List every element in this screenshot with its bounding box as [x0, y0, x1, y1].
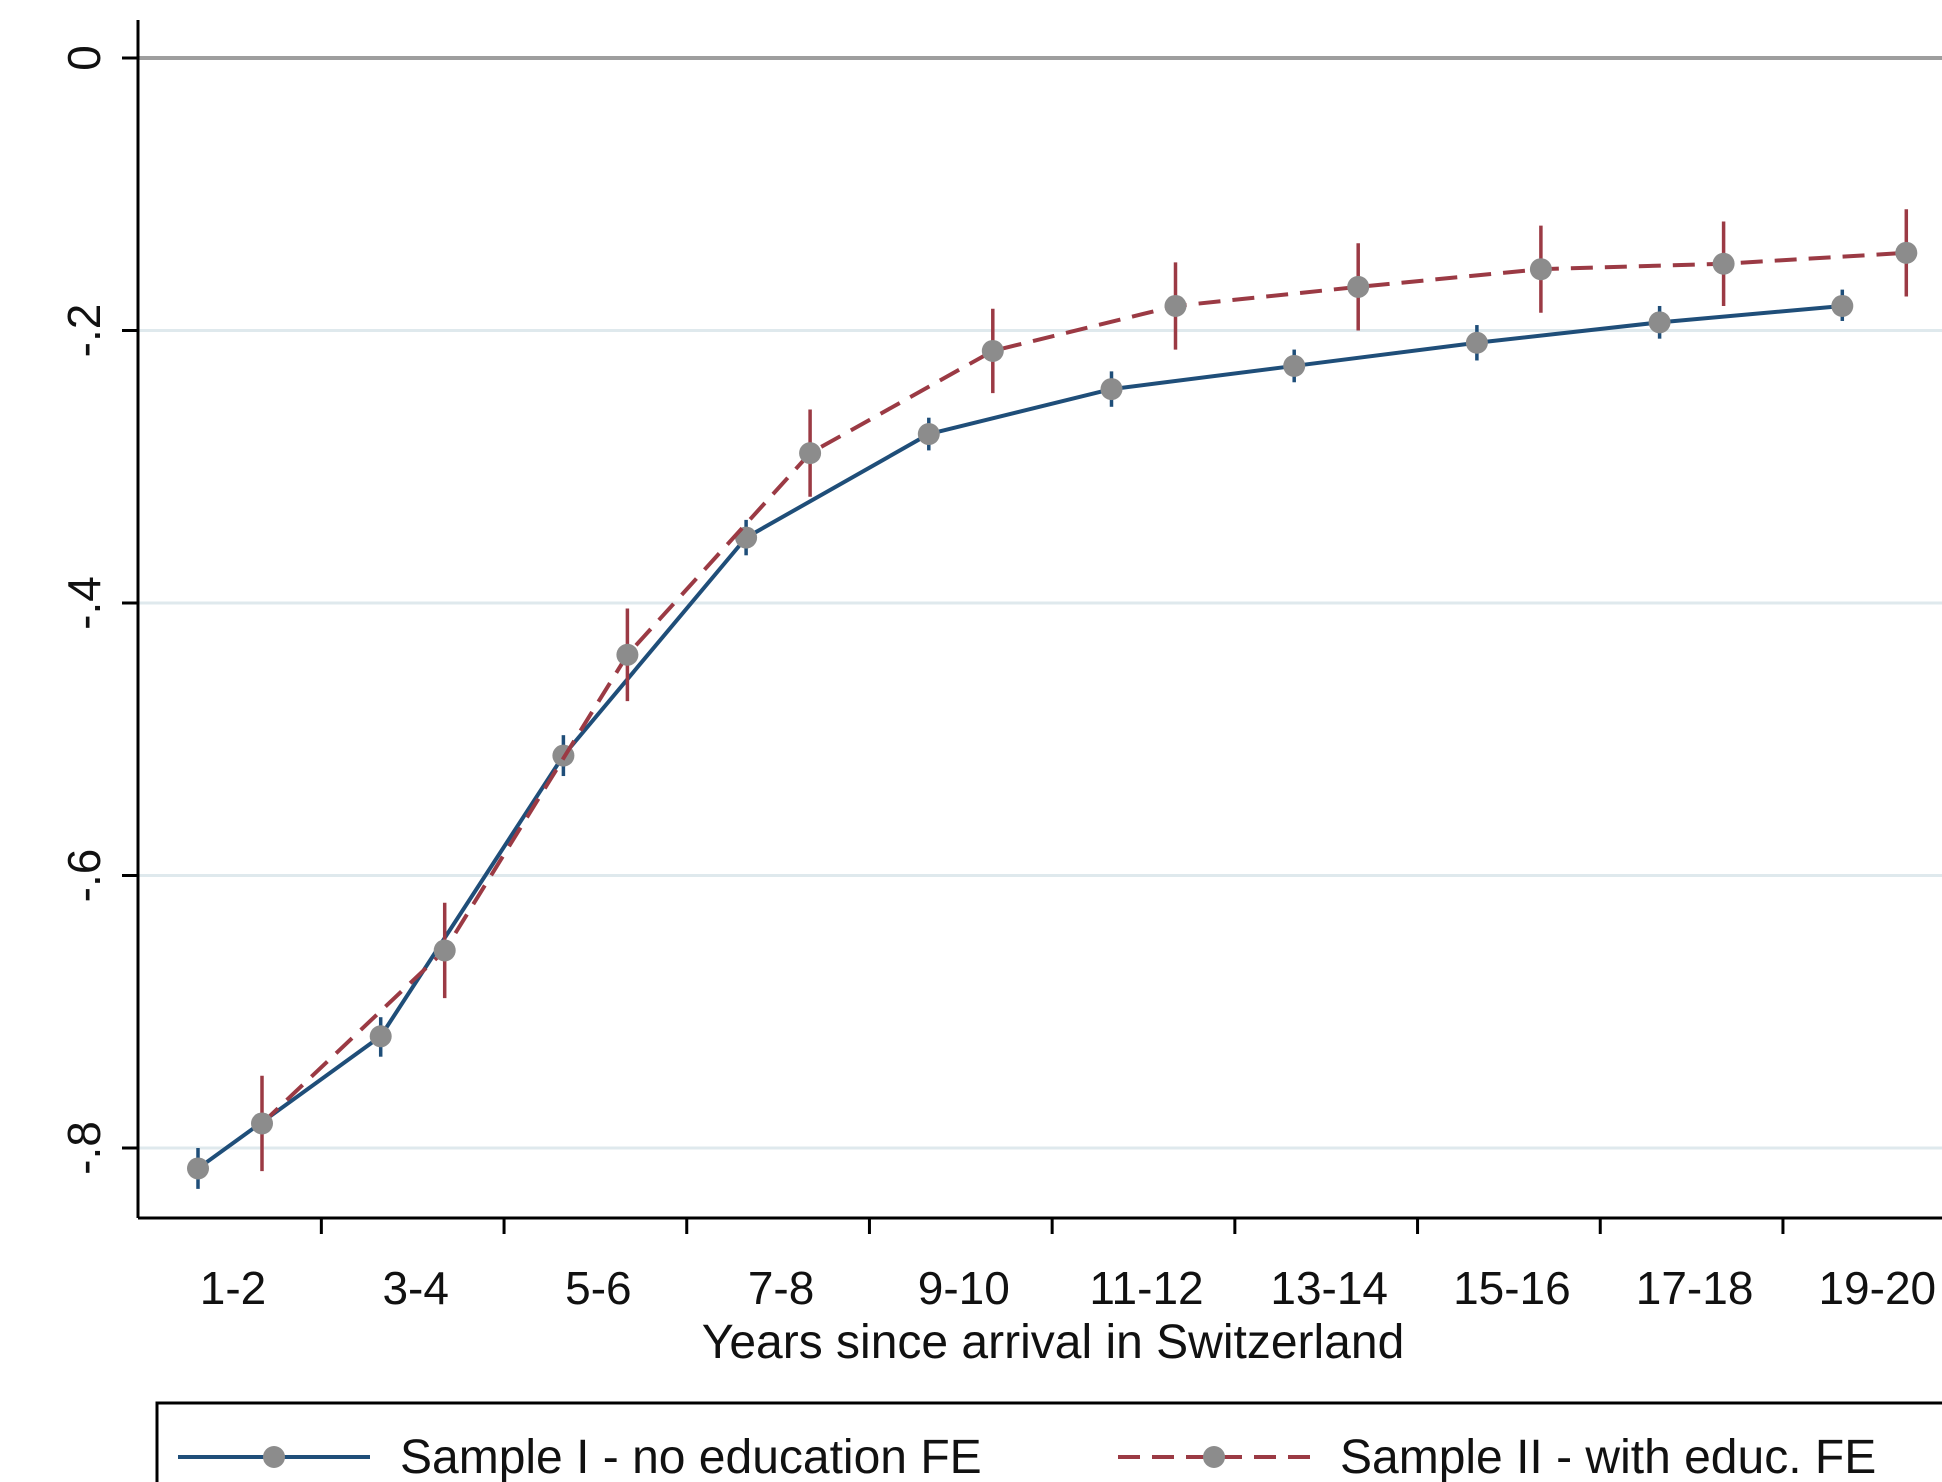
series-1 [187, 289, 1854, 1189]
series-line [196, 303, 1843, 1171]
data-point [251, 1112, 273, 1135]
y-tick-label: -.6 [58, 849, 110, 903]
data-point [187, 1157, 209, 1180]
data-point [1895, 241, 1918, 264]
legend-marker-sample-1 [263, 1446, 285, 1468]
data-point [917, 423, 940, 446]
y-tick-label: -.4 [58, 576, 110, 630]
x-tick-label: 3-4 [382, 1262, 448, 1314]
x-tick-label: 9-10 [918, 1262, 1010, 1314]
x-tick-label: 11-12 [1089, 1262, 1203, 1314]
series-layer [187, 209, 1918, 1189]
data-point [1712, 252, 1735, 275]
legend-box [155, 1401, 1942, 1482]
y-tick-label: 0 [58, 45, 110, 71]
x-tick-label: 13-14 [1270, 1262, 1388, 1314]
data-point [1529, 258, 1552, 281]
series-2 [251, 209, 1918, 1172]
x-axis-title: Years since arrival in Switzerland [702, 1316, 1405, 1369]
series-line [260, 250, 1907, 1125]
x-tick-label: 5-6 [565, 1262, 631, 1314]
x-tick-label: 19-20 [1818, 1262, 1936, 1314]
data-point [1648, 311, 1671, 334]
data-point [1831, 294, 1854, 317]
y-tick-label: -.2 [58, 304, 110, 358]
legend: Sample I - no education FE Sample II - w… [155, 1401, 1942, 1482]
legend-marker-sample-2 [1203, 1446, 1225, 1468]
x-tick-label: 17-18 [1636, 1262, 1754, 1314]
legend-label-sample-2: Sample II - with educ. FE [1340, 1431, 1876, 1482]
data-point [1347, 275, 1370, 298]
grid-layer [138, 56, 1942, 1150]
data-point [1465, 331, 1488, 354]
data-point [1283, 354, 1306, 377]
x-tick-label: 7-8 [748, 1262, 814, 1314]
data-point [1164, 294, 1187, 317]
y-tick-label: -.8 [58, 1121, 110, 1175]
data-point [799, 442, 822, 465]
axes-layer: 0 -.2 -.4 -.6 -.8 1-2 3-4 5-6 7-8 9-10 11-12 13-14 1… [58, 20, 1942, 1314]
x-tick-label: 15-16 [1453, 1262, 1571, 1314]
data-point [433, 939, 456, 962]
data-point [369, 1025, 392, 1048]
data-point [616, 643, 639, 666]
data-point [1100, 378, 1123, 401]
data-point [981, 339, 1004, 362]
x-tick-label: 1-2 [200, 1262, 266, 1314]
legend-label-sample-1: Sample I - no education FE [400, 1431, 982, 1482]
